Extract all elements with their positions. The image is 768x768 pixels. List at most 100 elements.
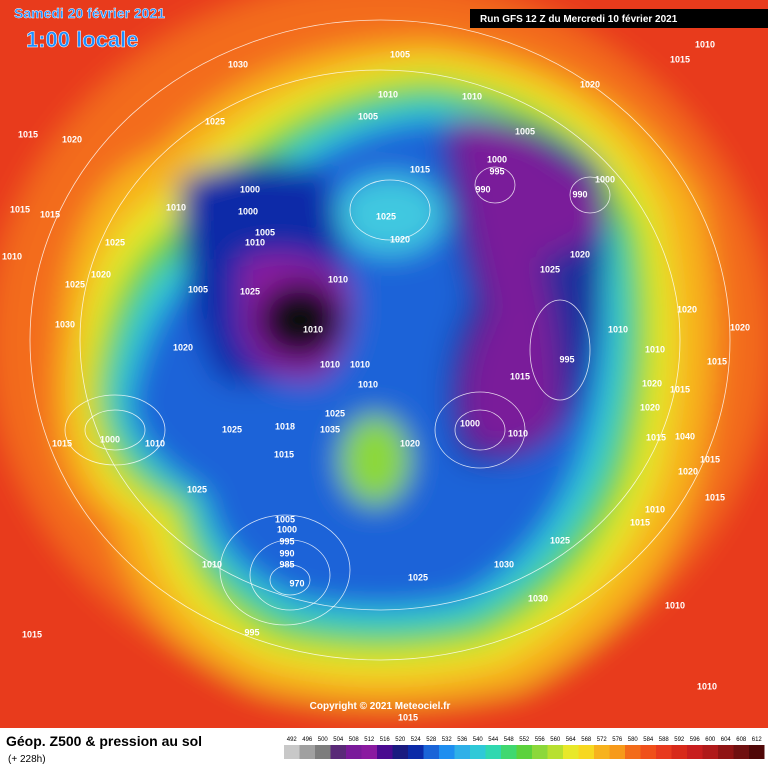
scale-label: 544 (488, 737, 499, 743)
pressure-label: 1015 (274, 449, 294, 459)
pressure-label: 1010 (145, 438, 165, 448)
run: Run GFS 12 Z du Mercredi 10 février 2021 (480, 14, 678, 25)
pressure-label: 1010 (245, 237, 265, 247)
scale-label: 592 (674, 737, 685, 743)
scale-swatch (439, 745, 455, 759)
pressure-label: 1010 (665, 600, 685, 610)
pressure-label: 985 (279, 559, 294, 569)
pressure-label: 1030 (494, 559, 514, 569)
footer-title: Géop. Z500 & pression au sol (6, 733, 202, 749)
pressure-label: 1025 (105, 237, 125, 247)
scale-swatch (470, 745, 486, 759)
pressure-label: 1025 (240, 286, 260, 296)
pressure-label: 1000 (595, 174, 615, 184)
pressure-label: 1005 (390, 49, 410, 59)
pressure-label: 1010 (2, 251, 22, 261)
pressure-label: 1000 (460, 418, 480, 428)
pressure-label: 1015 (705, 492, 725, 502)
scale-label: 552 (519, 737, 530, 743)
pressure-label: 1010 (608, 324, 628, 334)
pressure-label: 1010 (303, 324, 323, 334)
scale-swatch (687, 745, 703, 759)
pressure-label: 1015 (398, 712, 418, 722)
scale-swatch (547, 745, 563, 759)
scale-label: 584 (643, 737, 654, 743)
pressure-label: 1025 (222, 424, 242, 434)
pressure-label: 1010 (695, 39, 715, 49)
scale-label: 568 (581, 737, 592, 743)
pressure-label: 1015 (707, 356, 727, 366)
pressure-label: 1010 (320, 359, 340, 369)
scale-swatch (749, 745, 765, 759)
scale-label: 540 (473, 737, 484, 743)
scale-label: 508 (349, 737, 360, 743)
pressure-label: 1000 (100, 434, 120, 444)
scale-label: 500 (318, 737, 329, 743)
pressure-label: 1015 (18, 129, 38, 139)
pressure-label: 990 (279, 548, 294, 558)
scale-label: 608 (736, 737, 747, 743)
pressure-label: 1020 (570, 249, 590, 259)
scale-label: 496 (302, 737, 313, 743)
scale-swatch (423, 745, 439, 759)
pressure-label: 1015 (510, 371, 530, 381)
scale-swatch (594, 745, 610, 759)
pressure-label: 1025 (205, 116, 225, 126)
pressure-label: 1005 (275, 514, 295, 524)
scale-swatch (609, 745, 625, 759)
pressure-label: 1020 (390, 234, 410, 244)
pressure-label: 1040 (675, 431, 695, 441)
pressure-label: 1035 (320, 424, 340, 434)
pressure-label: 1010 (328, 274, 348, 284)
scale-swatch (330, 745, 346, 759)
pressure-label: 1030 (55, 319, 75, 329)
local-time: 1:00 locale (26, 27, 139, 52)
copyright: Copyright © 2021 Meteociel.fr (310, 701, 451, 712)
scale-label: 556 (535, 737, 546, 743)
pressure-label: 1020 (62, 134, 82, 144)
scale-swatch (361, 745, 377, 759)
scale-swatch (718, 745, 734, 759)
pressure-label: 1020 (730, 322, 750, 332)
pressure-label: 1005 (188, 284, 208, 294)
footer-subtitle: (+ 228h) (8, 754, 46, 765)
pressure-label: 1010 (358, 379, 378, 389)
pressure-label: 1015 (10, 204, 30, 214)
pressure-label: 995 (244, 627, 259, 637)
pressure-label: 1025 (376, 211, 396, 221)
scale-swatch (532, 745, 548, 759)
pressure-label: 1025 (540, 264, 560, 274)
scale-swatch (485, 745, 501, 759)
pressure-label: 1020 (580, 79, 600, 89)
pressure-label: 1000 (238, 206, 258, 216)
scale-swatch (408, 745, 424, 759)
scale-label: 564 (566, 737, 577, 743)
pressure-label: 1015 (52, 438, 72, 448)
scale-swatch (625, 745, 641, 759)
pressure-label: 1015 (40, 209, 60, 219)
scale-label: 600 (705, 737, 716, 743)
scale-swatch (299, 745, 315, 759)
pressure-label: 995 (279, 536, 294, 546)
pressure-label: 1020 (678, 466, 698, 476)
pressure-label: 1015 (646, 432, 666, 442)
scale-label: 576 (612, 737, 623, 743)
pressure-label: 995 (489, 166, 504, 176)
scale-swatch (733, 745, 749, 759)
scale-swatch (284, 745, 300, 759)
pressure-label: 1010 (202, 559, 222, 569)
scale-label: 520 (395, 737, 406, 743)
pressure-label: 1010 (350, 359, 370, 369)
date: Samedi 20 février 2021 (14, 5, 165, 21)
scale-label: 580 (628, 737, 639, 743)
scale-label: 528 (426, 737, 437, 743)
pressure-label: 1020 (642, 378, 662, 388)
pressure-label: 1010 (645, 344, 665, 354)
scale-swatch (656, 745, 672, 759)
pressure-label: 1000 (487, 154, 507, 164)
pressure-label: 1010 (462, 91, 482, 101)
pressure-label: 1030 (228, 59, 248, 69)
pressure-label: 1000 (277, 524, 297, 534)
